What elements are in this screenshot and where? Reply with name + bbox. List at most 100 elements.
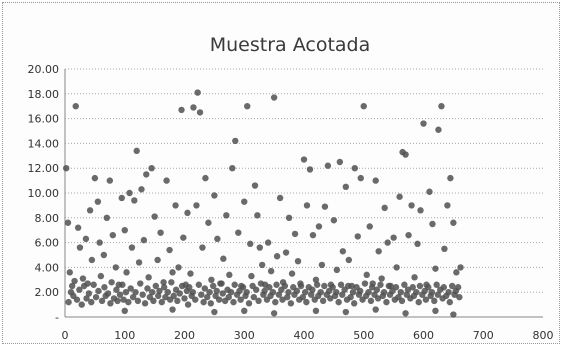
data-point: [162, 293, 169, 301]
data-point: [426, 188, 433, 195]
data-point: [170, 292, 177, 300]
data-point: [445, 289, 452, 296]
data-point: [132, 289, 139, 296]
data-point: [204, 293, 211, 301]
data-point: [393, 264, 400, 271]
data-point: [315, 223, 323, 230]
data-point: [396, 193, 403, 200]
data-point: [319, 297, 327, 305]
data-point: [187, 270, 194, 277]
data-point: [408, 202, 415, 209]
y-axis-ticks: - 2.00 4.00 6.00 8.00 10.00 12.00 14.00 16.00 18.…: [28, 63, 60, 324]
data-point: [409, 284, 416, 291]
chart-title: Muestra Acotada: [210, 34, 371, 56]
data-point: [414, 240, 421, 248]
data-point: [122, 289, 130, 296]
data-point: [416, 282, 424, 290]
data-point: [329, 284, 336, 291]
data-point: [452, 287, 459, 295]
data-point: [367, 297, 375, 305]
data-point: [432, 307, 439, 314]
data-point: [402, 310, 409, 317]
data-point: [300, 156, 308, 163]
data-point: [327, 295, 334, 302]
data-point: [237, 296, 244, 303]
data-point: [214, 235, 221, 243]
y-tick-label: -: [55, 311, 59, 324]
data-point: [201, 285, 209, 292]
data-point: [415, 298, 422, 306]
data-point: [253, 286, 260, 293]
data-point: [317, 289, 324, 296]
x-tick-label: 800: [533, 329, 554, 342]
data-point: [163, 177, 170, 184]
data-point: [261, 287, 268, 295]
data-point: [420, 120, 427, 127]
data-point: [225, 293, 232, 301]
data-point: [205, 219, 212, 226]
data-point: [342, 308, 350, 316]
data-point: [229, 165, 236, 172]
data-point: [113, 286, 120, 293]
data-point: [309, 286, 316, 293]
data-point: [175, 264, 182, 271]
data-point: [411, 274, 418, 281]
data-point: [141, 300, 149, 307]
data-point: [450, 311, 457, 318]
data-point: [98, 297, 106, 305]
y-tick-label: 10.00: [28, 187, 60, 200]
data-point: [80, 282, 88, 290]
data-point: [86, 207, 94, 214]
y-tick-label: 6.00: [35, 237, 60, 250]
data-point: [279, 296, 286, 303]
data-point: [429, 220, 436, 228]
data-point: [114, 297, 121, 305]
data-point: [267, 267, 275, 275]
data-point: [158, 298, 165, 306]
data-point: [202, 174, 209, 182]
y-tick-label: 4.00: [35, 261, 60, 274]
data-point: [71, 277, 78, 285]
data-point: [91, 174, 99, 182]
data-point: [335, 298, 342, 306]
scatter-chart: Muestra Acotada - 2.00 4.00 6.00 8.00 10.00 12…: [28, 34, 554, 342]
data-point: [92, 293, 100, 301]
data-point: [453, 269, 460, 276]
data-point: [196, 109, 204, 116]
data-point: [361, 280, 369, 287]
data-point: [383, 298, 390, 306]
data-points: [62, 89, 464, 318]
data-point: [425, 284, 432, 291]
data-point: [200, 298, 207, 306]
data-point: [349, 289, 357, 296]
data-point: [151, 213, 158, 220]
data-point: [100, 251, 108, 259]
data-point: [287, 300, 295, 307]
data-point: [450, 219, 457, 226]
data-point: [303, 202, 311, 209]
data-point: [135, 259, 143, 266]
data-point: [172, 202, 179, 209]
data-point: [72, 103, 79, 110]
data-point: [363, 271, 370, 279]
y-tick-label: 12.00: [28, 162, 60, 175]
data-point: [269, 289, 277, 296]
data-point: [160, 279, 167, 286]
data-point: [313, 281, 321, 288]
data-point: [176, 290, 183, 297]
data-point: [438, 103, 445, 110]
data-point: [169, 269, 176, 276]
data-point: [291, 230, 299, 238]
data-point: [109, 231, 117, 239]
data-point: [189, 289, 197, 296]
data-point: [193, 202, 200, 209]
data-point: [294, 258, 302, 265]
data-point: [324, 162, 332, 169]
data-point: [297, 280, 304, 287]
data-point: [145, 274, 152, 281]
data-point: [211, 308, 218, 316]
data-point: [123, 269, 130, 276]
data-point: [336, 158, 344, 166]
data-point: [321, 282, 328, 290]
data-point: [330, 217, 338, 224]
